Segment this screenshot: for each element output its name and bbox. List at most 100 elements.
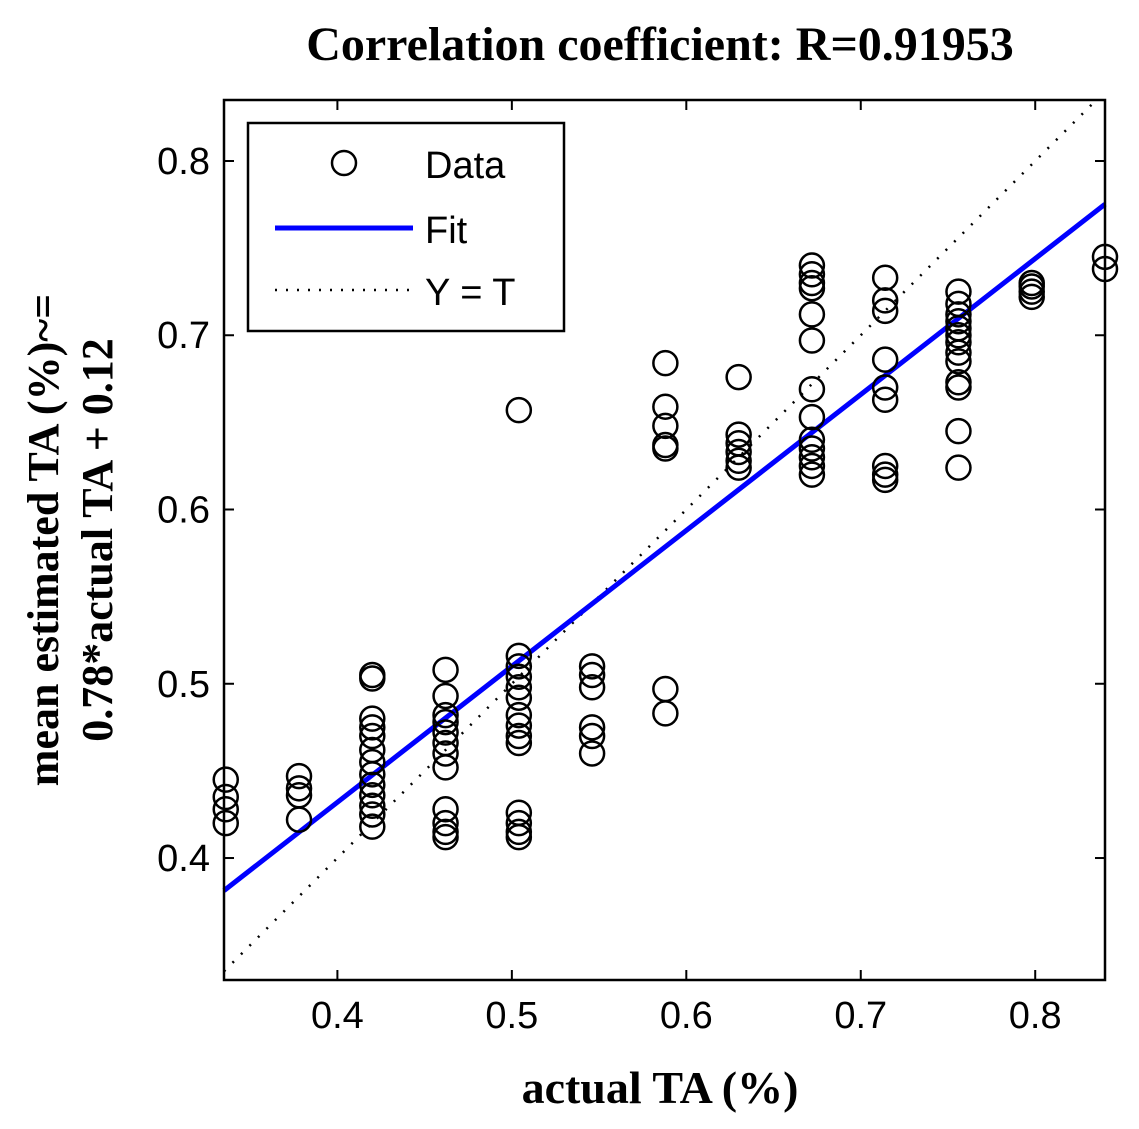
data-point — [212, 795, 239, 823]
data-point — [505, 729, 533, 757]
data-point — [505, 653, 533, 680]
data-point — [285, 775, 313, 802]
x-tick-label: 0.8 — [1009, 995, 1062, 1037]
data-point — [285, 762, 313, 790]
data-point — [432, 656, 459, 684]
data-point — [578, 661, 606, 689]
data-point — [359, 761, 386, 788]
legend: Data Fit Y = T — [246, 121, 566, 333]
data-point — [725, 454, 752, 481]
data-point — [212, 809, 239, 837]
data-point — [432, 682, 459, 710]
data-point — [359, 705, 386, 732]
data-point — [505, 809, 533, 837]
data-point — [432, 740, 459, 767]
data-point — [798, 274, 826, 302]
data-point — [945, 328, 972, 356]
data-point — [725, 438, 752, 466]
data-point — [359, 714, 386, 741]
data-point — [725, 363, 752, 391]
data-point — [945, 417, 972, 445]
data-point — [285, 806, 313, 833]
data-point — [359, 801, 386, 828]
data-point — [652, 675, 679, 703]
data-point — [359, 771, 386, 799]
data-point — [871, 297, 899, 325]
x-tick-label: 0.5 — [485, 995, 538, 1037]
y-tick-label: 0.4 — [157, 838, 210, 880]
data-point — [212, 783, 239, 811]
data-point — [1018, 283, 1045, 311]
data-point — [578, 653, 606, 680]
data-point — [652, 435, 679, 462]
data-point — [505, 684, 533, 711]
legend-label-identity: Y = T — [425, 272, 516, 314]
data-point — [359, 792, 386, 819]
data-point — [505, 823, 533, 851]
data-point — [432, 823, 459, 851]
data-point — [432, 701, 459, 729]
data-point — [652, 700, 679, 727]
y-tick-label: 0.5 — [157, 664, 210, 706]
data-point — [505, 396, 533, 424]
data-point — [798, 252, 826, 279]
y-axis-label-line1: mean estimated TA (%)~= — [19, 294, 68, 786]
data-point — [798, 461, 826, 488]
data-point — [578, 714, 606, 741]
data-point — [945, 278, 972, 305]
legend-label-fit: Fit — [425, 210, 468, 252]
data-point — [798, 443, 826, 471]
data-point — [652, 393, 679, 420]
data-point — [432, 795, 459, 823]
data-point — [432, 719, 459, 746]
data-point — [359, 748, 386, 776]
data-point — [798, 403, 826, 431]
data-point — [578, 722, 606, 750]
data-point — [945, 301, 972, 328]
data-point — [432, 809, 459, 837]
data-point — [359, 722, 386, 750]
data-point — [505, 673, 533, 701]
data-point — [871, 466, 899, 494]
data-point — [798, 452, 826, 480]
fit-line — [222, 202, 1107, 893]
data-point — [652, 412, 679, 440]
data-point — [798, 435, 826, 462]
data-point — [578, 740, 606, 767]
x-tick-label: 0.6 — [660, 995, 713, 1037]
data-point — [505, 701, 533, 729]
data-point — [798, 376, 826, 403]
data-point — [798, 301, 826, 328]
data-point — [871, 374, 899, 401]
data-point — [871, 287, 899, 314]
data-point — [871, 452, 899, 480]
data-point — [871, 264, 899, 291]
data-point — [652, 349, 679, 377]
data-point — [725, 447, 752, 474]
data-point — [945, 348, 972, 375]
data-point — [212, 766, 239, 793]
y-axis-label-line2: 0.78*actual TA + 0.12 — [73, 338, 122, 742]
data-point — [945, 339, 972, 366]
y-tick-label: 0.8 — [157, 141, 210, 183]
data-point — [505, 642, 533, 670]
x-axis-label: actual TA (%) — [522, 1062, 799, 1113]
y-tick-label: 0.7 — [157, 315, 210, 357]
data-point — [798, 426, 826, 454]
data-point — [359, 782, 386, 809]
data-point — [578, 673, 606, 701]
data-point — [505, 712, 533, 739]
data-point — [505, 722, 533, 750]
data-point — [505, 663, 533, 691]
y-tick-label: 0.6 — [157, 490, 210, 532]
data-point — [798, 261, 826, 288]
chart-title: Correlation coefficient: R=0.91953 — [306, 18, 1014, 71]
data-point — [871, 386, 899, 413]
legend-data-marker — [330, 149, 358, 177]
x-tick-label: 0.4 — [311, 995, 364, 1037]
data-point — [359, 813, 386, 840]
data-point — [359, 665, 386, 692]
data-point — [432, 708, 459, 736]
data-point — [945, 374, 972, 401]
